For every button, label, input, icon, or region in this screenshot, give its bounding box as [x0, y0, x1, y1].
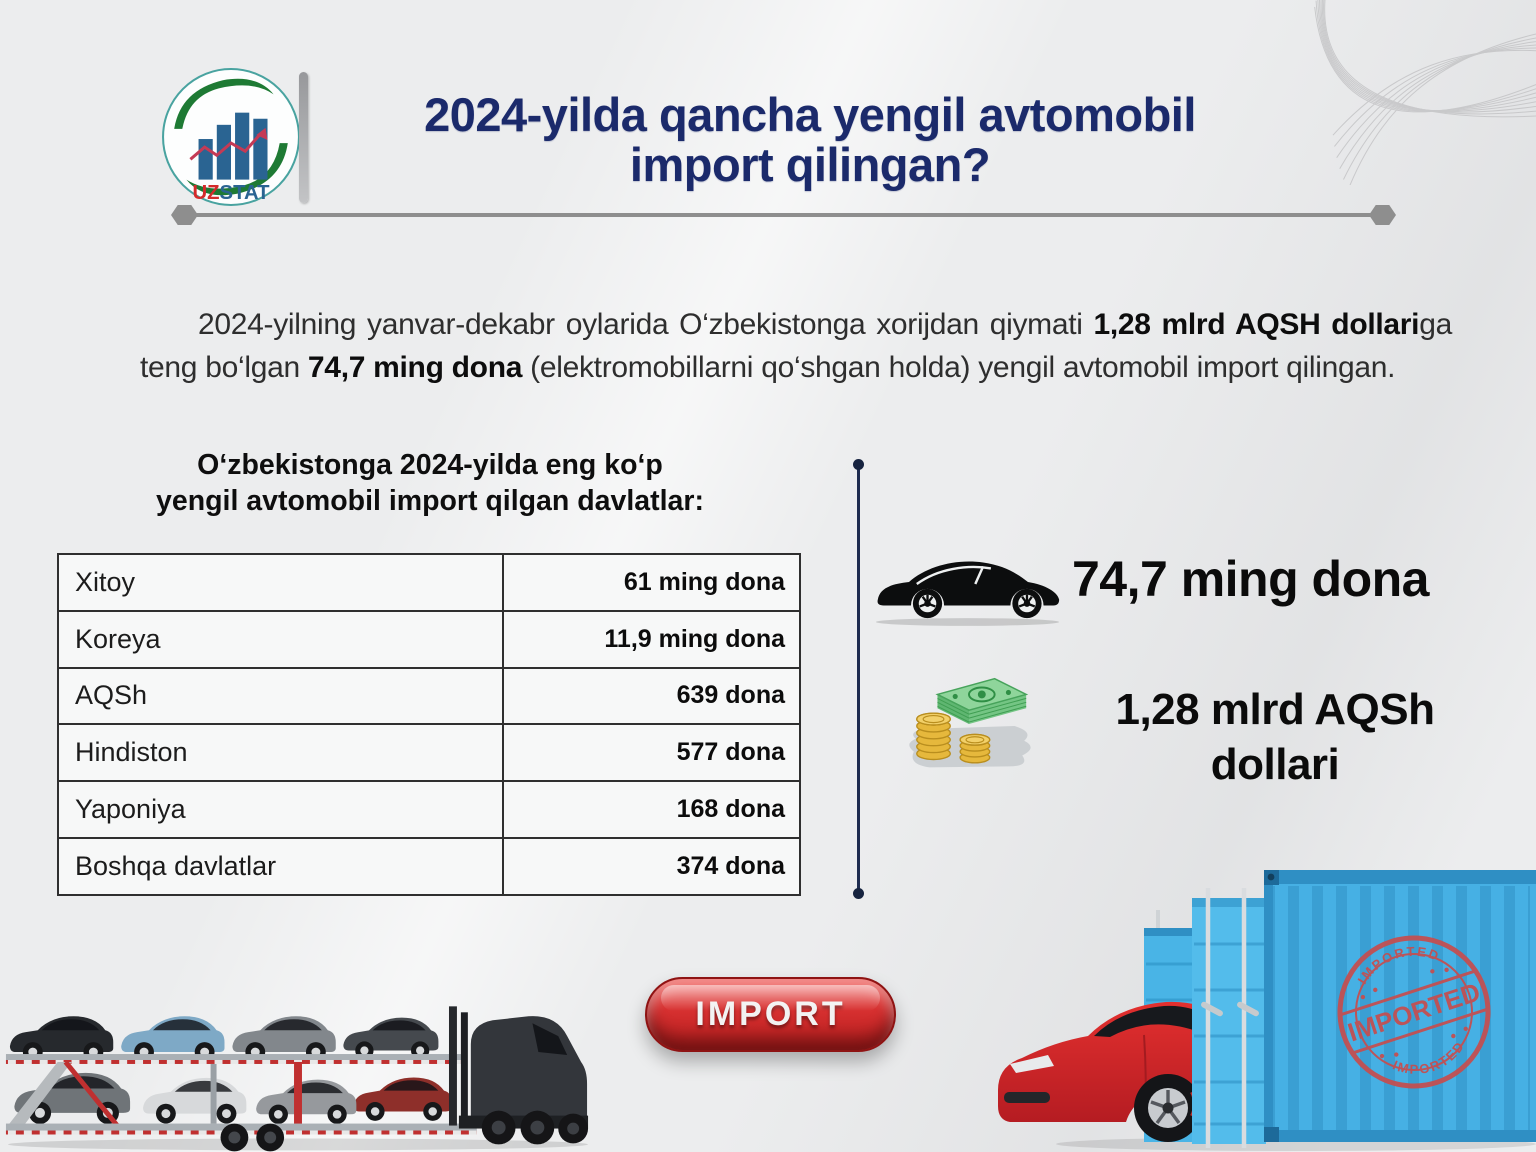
- vertical-separator: [853, 459, 864, 899]
- intro-text: ga teng bo‘lgan: [140, 308, 1452, 384]
- hexagon-cap-right: [1369, 205, 1396, 225]
- country-cell: Hindiston: [56, 723, 505, 783]
- country-cell: Yaponiya: [56, 780, 505, 839]
- import-value-line2: dollari: [1210, 740, 1340, 790]
- car-carrier-illustration: [5, 1006, 589, 1152]
- uzstat-logo: UZSTAT: [162, 68, 300, 206]
- cars-count-stat: 74,7 ming dona: [1072, 551, 1429, 607]
- car-icon: [875, 561, 1060, 626]
- table-heading-line2: yengil avtomobil import qilgan davlatlar…: [156, 485, 704, 518]
- logo-trend-line: [189, 127, 268, 161]
- import-button[interactable]: IMPORT: [645, 977, 896, 1052]
- table-row: Hindiston 577 dona: [56, 723, 801, 783]
- logo-wordmark: UZSTAT: [193, 182, 271, 204]
- import-value-stat: 1,28 mlrd AQSh dollari: [1075, 682, 1475, 793]
- value-cell: 639 dona: [502, 666, 801, 726]
- container-import-illustration: IMPORTED IMPORTED IMPORTED: [998, 870, 1536, 1151]
- coin-stack-left: [916, 712, 951, 761]
- banknote-stack: [935, 677, 1029, 725]
- logo-swoosh-bottom: [186, 143, 288, 196]
- page-title: 2024-yilda qancha yengil avtomobil impor…: [330, 90, 1290, 190]
- import-button-label: IMPORT: [695, 995, 846, 1033]
- table-row: Boshqa davlatlar 374 dona: [56, 836, 801, 896]
- table-row: Yaponiya 168 dona: [56, 780, 801, 839]
- table-heading-line1: O‘zbekistonga 2024-yilda eng ko‘p: [197, 449, 663, 481]
- intro-bold-value: 1,28 mlrd AQSH dollari: [1093, 308, 1420, 341]
- value-cell: 168 dona: [502, 780, 801, 839]
- value-cell: 374 dona: [502, 836, 801, 896]
- import-value-line1: 1,28 mlrd AQSh: [1115, 685, 1435, 734]
- header-divider-line: [194, 213, 1374, 217]
- car-wheel-front: [1012, 588, 1042, 619]
- page-title-line1: 2024-yilda qancha yengil avtomobil: [424, 88, 1196, 141]
- intro-paragraph: 2024-yilning yanvar-dekabr oylarida O‘zb…: [140, 304, 1452, 390]
- import-countries-table: Xitoy 61 ming dona Koreya 11,9 ming dona…: [56, 553, 801, 896]
- hexagon-cap-left: [171, 205, 198, 225]
- car-wheel-rear: [912, 588, 943, 619]
- container-door-open: [1192, 888, 1266, 1148]
- money-icon: [909, 677, 1031, 768]
- table-heading: O‘zbekistonga 2024-yilda eng ko‘p yengil…: [80, 447, 780, 520]
- value-cell: 577 dona: [502, 723, 801, 783]
- coin-stack-right: [959, 733, 991, 764]
- country-cell: AQSh: [56, 666, 505, 726]
- intro-text: (elektromobillarni qo‘shgan holda) yengi…: [522, 350, 1396, 384]
- country-cell: Koreya: [56, 609, 505, 669]
- logo-swoosh-top: [174, 78, 274, 129]
- country-cell: Xitoy: [56, 553, 505, 612]
- shipping-container: [1264, 870, 1536, 1142]
- table-row: AQSh 639 dona: [56, 666, 801, 726]
- country-cell: Boshqa davlatlar: [56, 836, 505, 896]
- table-row: Koreya 11,9 ming dona: [56, 609, 801, 669]
- page-title-line2: import qilingan?: [629, 137, 991, 191]
- swirl-decoration: [1308, 0, 1536, 185]
- table-row: Xitoy 61 ming dona: [56, 553, 801, 612]
- value-cell: 61 ming dona: [502, 553, 801, 612]
- value-cell: 11,9 ming dona: [502, 609, 801, 669]
- intro-bold-count: 74,7 ming dona: [307, 350, 523, 384]
- intro-text: 2024-yilning yanvar-dekabr oylarida O‘zb…: [198, 308, 1094, 341]
- logo-divider-bar: [299, 72, 308, 203]
